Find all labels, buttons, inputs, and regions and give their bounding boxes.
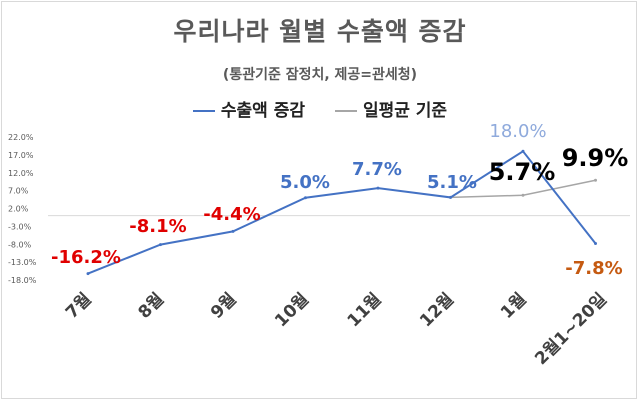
data-point-export-change bbox=[376, 186, 380, 190]
legend-swatch-export-change bbox=[192, 110, 215, 112]
chart-subtitle: (통관기준 잠정치, 제공=관세청) bbox=[222, 67, 418, 83]
data-label: 18.0% bbox=[489, 121, 546, 142]
data-point-daily-average bbox=[521, 193, 525, 197]
data-label: 5.1% bbox=[427, 172, 477, 193]
data-point-export-change bbox=[159, 243, 162, 247]
series-line-export-change bbox=[87, 149, 597, 275]
data-point-export-change bbox=[231, 229, 235, 233]
legend-label-daily-average: 일평균 기준 bbox=[362, 101, 448, 121]
legend-item-export-change: 수출액 증감 bbox=[192, 96, 306, 121]
data-point-daily-average bbox=[594, 178, 597, 182]
data-label: 7.7% bbox=[352, 159, 402, 180]
daily-average-label: 5.7% bbox=[489, 158, 556, 186]
y-tick-label: 12.0% bbox=[8, 169, 34, 178]
x-tick-label: 8월 bbox=[134, 289, 168, 323]
x-tick-label: 7월 bbox=[62, 289, 96, 323]
data-point-export-change bbox=[304, 196, 307, 200]
data-label: -7.8% bbox=[565, 258, 622, 279]
y-tick-label: 17.0% bbox=[8, 151, 34, 160]
y-tick-label: -13.0% bbox=[8, 258, 37, 267]
data-point-export-change bbox=[594, 242, 597, 246]
daily-average-label: 9.9% bbox=[562, 144, 629, 172]
legend-swatch-daily-average bbox=[334, 110, 357, 112]
y-tick-label: -18.0% bbox=[8, 276, 37, 285]
data-label: -4.4% bbox=[203, 204, 260, 225]
chart-title: 우리나라 월별 수출액 증감 bbox=[173, 17, 467, 46]
y-tick-label: 2.0% bbox=[8, 205, 29, 214]
y-tick-label: -8.0% bbox=[8, 240, 32, 249]
data-label: -16.2% bbox=[51, 247, 121, 268]
x-tick-label: 2월1~20일 bbox=[531, 289, 611, 369]
data-point-export-change bbox=[521, 149, 525, 153]
x-tick-label: 10월 bbox=[271, 289, 313, 331]
x-tick-label: 11월 bbox=[344, 289, 386, 331]
y-tick-label: 22.0% bbox=[8, 133, 34, 142]
y-tick-label: -3.0% bbox=[8, 222, 32, 231]
legend-label-export-change: 수출액 증감 bbox=[220, 101, 306, 121]
data-label: -8.1% bbox=[129, 216, 186, 237]
data-label: 5.0% bbox=[280, 172, 330, 193]
data-point-export-change bbox=[449, 195, 452, 199]
x-tick-label: 9월 bbox=[207, 289, 241, 323]
x-tick-label: 1월 bbox=[497, 289, 531, 323]
chart-legend: 수출액 증감 일평균 기준 bbox=[0, 96, 640, 121]
x-tick-label: 12월 bbox=[416, 289, 458, 331]
legend-item-daily-average: 일평균 기준 bbox=[334, 96, 448, 121]
data-point-export-change bbox=[86, 272, 90, 276]
y-tick-label: 7.0% bbox=[8, 187, 29, 196]
